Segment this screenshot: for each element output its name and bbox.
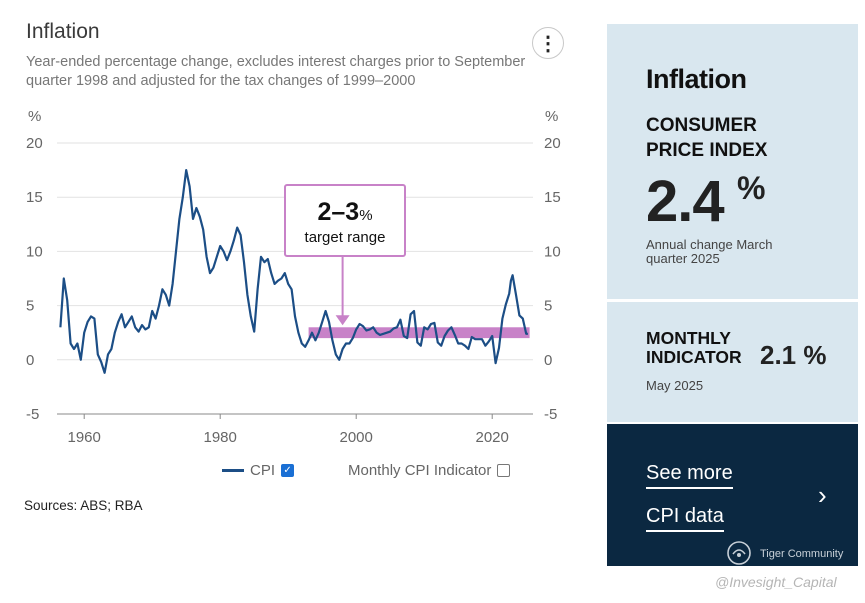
cpi-unit: %	[737, 170, 766, 206]
legend-cpi-label: CPI	[250, 462, 276, 479]
y-tick-label-left: 0	[26, 352, 34, 369]
target-band	[308, 327, 530, 339]
cpi-checkbox-checked-icon[interactable]: ✓	[281, 464, 295, 477]
monthly-checkbox-icon[interactable]	[497, 464, 511, 477]
cpi-summary-card	[607, 24, 858, 299]
cpi-data-link[interactable]: CPI data	[646, 505, 724, 532]
x-tick-label: 1980	[204, 429, 237, 446]
chevron-right-icon[interactable]: ›	[818, 480, 827, 510]
monthly-indicator-value: 2.1 %	[760, 340, 827, 370]
x-tick-label: 2000	[340, 429, 373, 446]
y-tick-label-right: 10	[544, 243, 561, 260]
cpi-caption: Annual change March quarter 2025	[646, 237, 773, 266]
legend-cpi[interactable]: CPI ✓	[222, 462, 295, 479]
cpi-data-link-card[interactable]	[607, 424, 858, 566]
monthly-indicator-date: May 2025	[646, 378, 704, 393]
y-tick-label-left: 20	[26, 135, 43, 152]
y-tick-label-left: 15	[26, 189, 43, 206]
panel-title: Inflation	[646, 64, 747, 94]
cpi-value: 2.4	[646, 169, 725, 234]
chart-title: Inflation	[26, 20, 100, 43]
y-tick-label-right: 5	[544, 298, 552, 315]
see-more-link[interactable]: See more	[646, 462, 733, 489]
watermark: @Invesight_Capital	[715, 574, 837, 590]
chart-subtitle: Year-ended percentage change, excludes i…	[26, 54, 526, 89]
target-range-callout	[284, 184, 406, 257]
y-tick-label-right: -5	[544, 406, 557, 423]
y-tick-label-right: 0	[544, 352, 552, 369]
legend-monthly-label: Monthly CPI Indicator	[348, 462, 492, 479]
more-options-button[interactable]: ⋮	[532, 27, 564, 59]
y-tick-label-left: 5	[26, 298, 34, 315]
cpi-legend-line	[222, 469, 244, 472]
kebab-menu-icon: ⋮	[538, 32, 558, 55]
y-tick-label-left: -5	[26, 406, 39, 423]
monthly-indicator-label: MONTHLY INDICATOR	[646, 328, 742, 367]
sources-note: Sources: ABS; RBA	[24, 498, 143, 513]
monthly-indicator-card	[607, 302, 858, 422]
tiger-community-label: Tiger Community	[760, 548, 844, 560]
cpi-series-line	[59, 169, 528, 374]
callout-label: target range	[305, 229, 386, 246]
legend-monthly-cpi[interactable]: Monthly CPI Indicator	[348, 462, 511, 479]
callout-unit: %	[359, 207, 372, 224]
x-tick-label: 2020	[476, 429, 509, 446]
y-axis-label-left: %	[28, 108, 41, 125]
y-tick-label-right: 15	[544, 189, 561, 206]
cpi-label: CONSUMER PRICE INDEX	[646, 115, 768, 161]
y-axis-label-right: %	[545, 108, 558, 125]
callout-arrowhead	[335, 315, 350, 326]
x-tick-label: 1960	[68, 429, 101, 446]
tiger-community-logo-icon	[727, 541, 751, 565]
y-tick-label-right: 20	[544, 135, 561, 152]
y-tick-label-left: 10	[26, 243, 43, 260]
